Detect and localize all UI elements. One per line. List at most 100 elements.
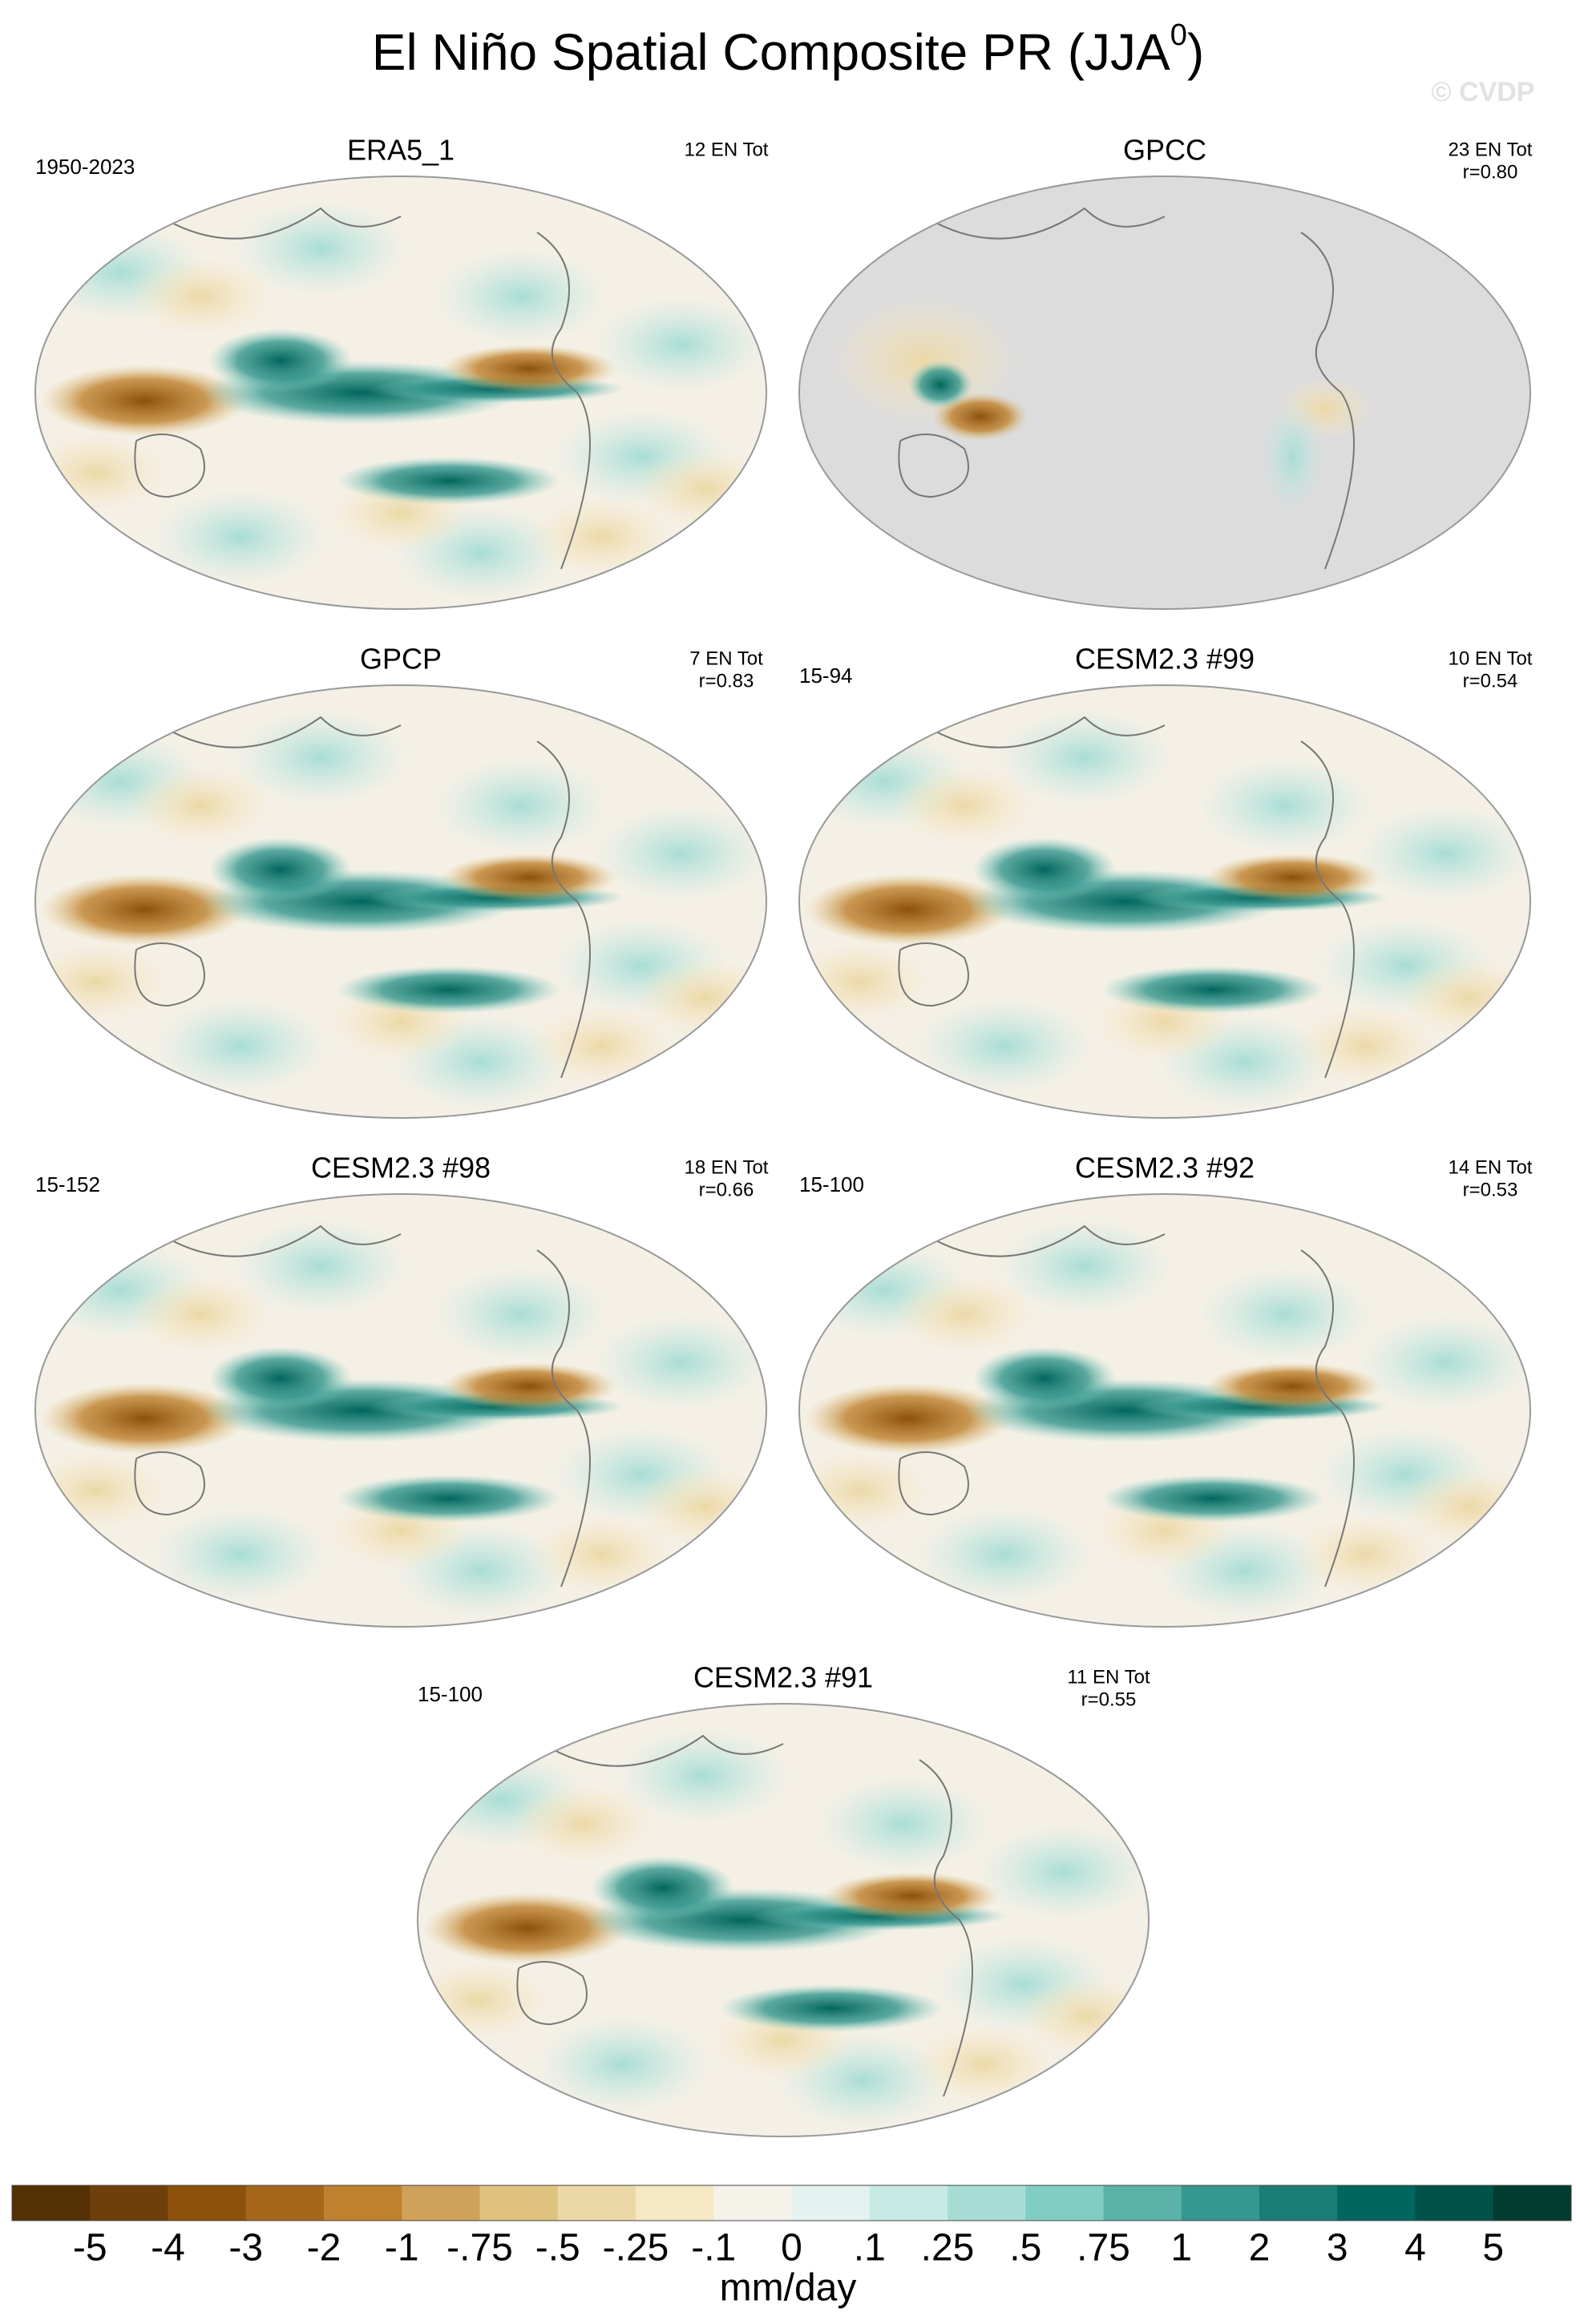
field-pattern: [615, 1728, 791, 1824]
panel-right-label: 10 EN Tot: [1449, 648, 1533, 669]
field-pattern: [916, 1507, 1093, 1603]
field-pattern: [152, 998, 329, 1094]
field-pattern: [815, 1776, 992, 1872]
field-pattern: [441, 1362, 617, 1410]
panel-left-label: 15-100: [799, 1172, 864, 1196]
field-pattern: [152, 489, 329, 585]
field-pattern: [337, 966, 561, 1014]
panel-right-label: r=0.66: [699, 1179, 754, 1200]
coastline: [134, 716, 591, 1079]
panel-right-label: r=0.80: [1463, 161, 1518, 183]
field-pattern: [892, 1274, 1037, 1354]
map-panel: ERA5_1 1950-2023 12 EN Tot: [34, 134, 769, 610]
field-pattern: [1016, 1976, 1149, 2056]
coastline: [898, 1225, 1355, 1588]
colorbar-label: -2: [307, 2227, 341, 2270]
field-pattern: [1205, 853, 1381, 902]
field-pattern: [128, 765, 273, 845]
field-pattern: [1205, 1362, 1381, 1410]
panel-right-label: 11 EN Tot: [1067, 1666, 1150, 1688]
colorbar-label: -.25: [603, 2227, 669, 2270]
field-pattern: [1197, 1266, 1373, 1362]
map-outline: [417, 1703, 1150, 2137]
coastline: [898, 207, 1355, 570]
colorbar-box: [90, 2185, 168, 2221]
colorbar-label: .25: [921, 2227, 975, 2270]
map-outline: [34, 684, 767, 1119]
panel-left-label: 15-100: [418, 1682, 483, 1706]
colorbar-box: [324, 2185, 402, 2221]
field-pattern: [1397, 1467, 1530, 1547]
colorbar-label: -1: [385, 2227, 419, 2270]
field-pattern: [128, 1274, 273, 1354]
colorbar-box: [791, 2185, 871, 2221]
colorbar-box: [713, 2185, 792, 2221]
map-outline: [798, 684, 1531, 1119]
colorbar-box: [557, 2185, 636, 2221]
field-pattern: [1397, 958, 1530, 1038]
coastline: [134, 1225, 591, 1588]
field-pattern: [128, 256, 273, 337]
colorbar-label: 3: [1327, 2227, 1348, 2270]
field-pattern: [337, 457, 561, 505]
field-pattern: [441, 853, 617, 902]
colorbar-label: 4: [1404, 2227, 1426, 2270]
colorbar-label: 5: [1482, 2227, 1504, 2270]
figure-title: El Niño Spatial Composite PR (JJA0): [372, 18, 1204, 81]
field-pattern: [40, 1382, 249, 1455]
field-pattern: [433, 757, 609, 853]
colorbar-label: 1: [1170, 2227, 1192, 2270]
field-pattern: [1197, 757, 1373, 853]
panel-title: GPCC: [1123, 134, 1206, 167]
colorbar-box: [1103, 2185, 1182, 2221]
colorbar-label: .75: [1077, 2227, 1130, 2270]
field-pattern: [1101, 1475, 1325, 1523]
map-field: [418, 1728, 1149, 2128]
field-pattern: [823, 1872, 1000, 1920]
panel-title: ERA5_1: [347, 134, 455, 167]
field-pattern: [232, 200, 409, 297]
watermark: © CVDP: [1432, 77, 1535, 107]
field-pattern: [892, 765, 1037, 845]
panel-right-label: 18 EN Tot: [685, 1156, 769, 1178]
colorbar-label: -5: [73, 2227, 107, 2270]
coastline: [134, 207, 591, 570]
map-field: [35, 200, 766, 601]
field-pattern: [422, 1892, 631, 1964]
colorbar-box: [1025, 2185, 1104, 2221]
colorbar-label: -.5: [535, 2227, 580, 2270]
colorbar-box: [1337, 2185, 1416, 2221]
field-pattern: [591, 1856, 735, 1920]
colorbar-label: 2: [1249, 2227, 1271, 2270]
field-pattern: [633, 1467, 766, 1547]
coastline: [898, 716, 1355, 1079]
map-outline: [798, 176, 1531, 610]
field-pattern: [593, 805, 766, 902]
field-pattern: [337, 1475, 561, 1523]
colorbar-box: [245, 2185, 325, 2221]
colorbar-box: [636, 2185, 714, 2221]
colorbar-label: -.75: [447, 2227, 513, 2270]
field-pattern: [996, 709, 1173, 805]
panel-title: CESM2.3 #91: [693, 1661, 873, 1694]
field-pattern: [633, 449, 766, 529]
map-outline: [34, 176, 767, 610]
colorbar-label: 0: [781, 2227, 802, 2270]
panel-title: GPCP: [360, 643, 442, 676]
panel-left-label: 15-94: [799, 664, 853, 688]
field-pattern: [535, 2016, 711, 2112]
field-pattern: [1101, 966, 1325, 1014]
colorbar-box: [168, 2185, 247, 2221]
field-pattern: [208, 1346, 353, 1410]
colorbar-box: [948, 2185, 1026, 2221]
colorbar-label: .5: [1009, 2227, 1041, 2270]
field-pattern: [441, 345, 617, 393]
field-pattern: [40, 365, 249, 437]
panel-right-label: 7 EN Tot: [689, 648, 763, 669]
field-pattern: [916, 998, 1093, 1094]
